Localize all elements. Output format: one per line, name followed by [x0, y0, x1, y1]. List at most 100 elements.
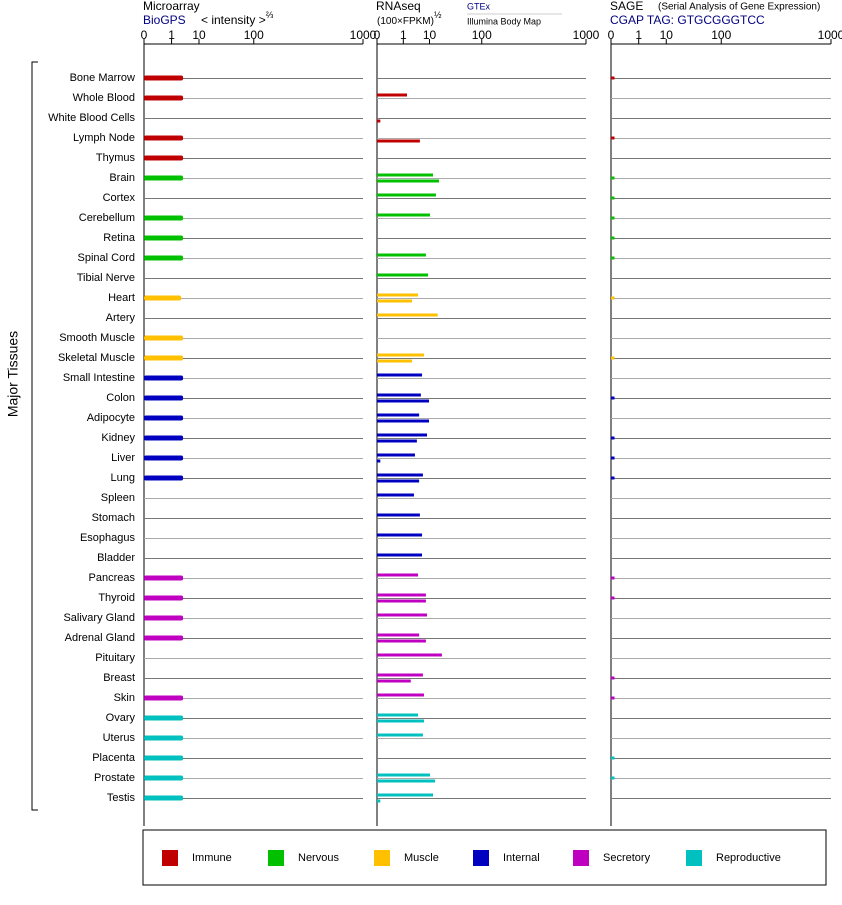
x-tick-label: 100: [711, 28, 731, 42]
bar: [377, 713, 419, 717]
bar: [144, 635, 184, 641]
panel-source: CGAP TAG: GTGCGGGTCC: [610, 13, 765, 27]
bar: [377, 493, 414, 497]
tissue-label: Salivary Gland: [63, 612, 135, 624]
bar: [144, 715, 184, 721]
legend-swatch: [268, 850, 284, 866]
bar: [611, 256, 615, 260]
bar: [144, 595, 184, 601]
bar: [377, 733, 423, 737]
bar: [377, 179, 439, 183]
x-tick-label: 0: [141, 28, 148, 42]
bar: [144, 75, 184, 81]
x-tick-label: 10: [423, 28, 437, 42]
bar: [377, 473, 423, 477]
bar: [611, 396, 615, 400]
bar: [377, 293, 419, 297]
x-tick-label: 1: [168, 28, 175, 42]
bar: [377, 213, 430, 217]
tissue-label: Artery: [106, 312, 136, 324]
bar: [377, 593, 426, 597]
x-tick-label: 1: [400, 28, 407, 42]
tissue-label: Tibial Nerve: [77, 272, 135, 284]
bar: [377, 693, 424, 697]
bar: [377, 673, 423, 677]
bar: [144, 135, 184, 141]
bar: [144, 755, 184, 761]
x-tick-label: 10: [192, 28, 206, 42]
legend-swatch: [473, 850, 489, 866]
bar: [377, 353, 424, 357]
bar: [144, 695, 184, 701]
bar: [144, 415, 184, 421]
x-tick-label: 10: [660, 28, 674, 42]
bar: [144, 795, 184, 801]
y-axis-label: Major Tissues: [5, 331, 21, 417]
tissue-label: Lung: [111, 472, 135, 484]
bar: [377, 613, 428, 617]
bar: [144, 295, 182, 301]
bar: [611, 216, 615, 220]
bar: [377, 173, 433, 177]
bar: [377, 793, 433, 797]
legend-swatch: [686, 850, 702, 866]
bar: [377, 393, 421, 397]
x-tick-label: 1000: [818, 28, 842, 42]
bar: [377, 479, 420, 483]
bar: [377, 633, 420, 637]
bar: [611, 576, 615, 580]
bar: [377, 273, 429, 277]
tissue-label: Bladder: [97, 552, 135, 564]
bar: [144, 775, 184, 781]
bar: [377, 299, 413, 303]
bar: [377, 773, 430, 777]
tissue-label: Spleen: [101, 492, 135, 504]
unit-exponent: ⅔: [266, 10, 274, 20]
bar: [611, 776, 615, 780]
bar: [377, 119, 381, 123]
unit-text: (100×FPKM): [377, 16, 434, 27]
bar: [377, 799, 381, 803]
tissue-label: Smooth Muscle: [59, 332, 135, 344]
tissue-label: Adrenal Gland: [65, 632, 135, 644]
bar: [144, 395, 184, 401]
bar: [377, 93, 408, 97]
bar: [611, 456, 615, 460]
bar: [611, 476, 615, 480]
tissue-label: Ovary: [106, 712, 136, 724]
bar: [377, 439, 417, 443]
x-tick-label: 0: [374, 28, 381, 42]
bar: [377, 533, 423, 537]
bar: [144, 155, 184, 161]
bar: [611, 76, 615, 80]
bar: [611, 296, 615, 300]
tissue-label: Thyroid: [98, 592, 135, 604]
tissue-label: Bone Marrow: [70, 72, 135, 84]
tissue-label: Testis: [107, 792, 136, 804]
bar: [377, 599, 426, 603]
bar: [611, 356, 615, 360]
bar: [377, 459, 381, 463]
bar: [377, 139, 420, 143]
x-tick-label: 100: [244, 28, 264, 42]
x-tick-label: 0: [608, 28, 615, 42]
tissue-label: Placenta: [92, 752, 136, 764]
legend-box: [142, 829, 827, 886]
legend-label: Internal: [503, 852, 540, 864]
bar: [144, 335, 184, 341]
bar: [144, 175, 184, 181]
bar: [611, 676, 615, 680]
bar: [144, 455, 184, 461]
tissue-label: Small Intestine: [63, 372, 135, 384]
tissue-label: Prostate: [94, 772, 135, 784]
panel-title: SAGE: [610, 0, 643, 13]
bar: [611, 236, 615, 240]
bar: [144, 735, 184, 741]
tissue-label: Lymph Node: [73, 132, 135, 144]
bar: [611, 436, 615, 440]
legend-label: Muscle: [404, 852, 439, 864]
unit-exponent: ½: [434, 10, 442, 20]
bar: [144, 235, 184, 241]
bar: [377, 679, 411, 683]
